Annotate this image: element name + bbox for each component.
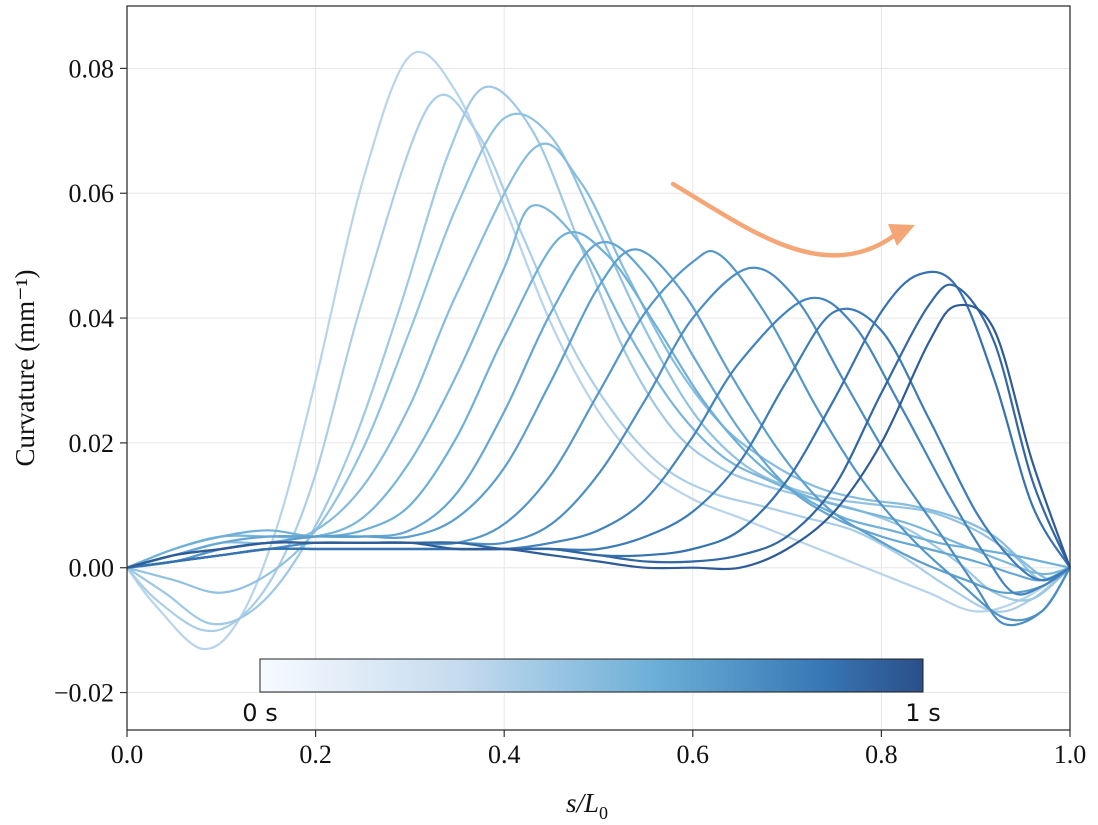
trend-arrow bbox=[670, 181, 915, 258]
x-tick-label-0: 0.0 bbox=[111, 740, 144, 769]
series-line-3 bbox=[126, 112, 1071, 594]
y-tick-label-4: 0.06 bbox=[69, 179, 115, 208]
series-line-2 bbox=[126, 85, 1071, 626]
y-tick-label-2: 0.02 bbox=[69, 429, 115, 458]
colorbar-gradient bbox=[259, 658, 924, 693]
colorbar-max-label: 1 s bbox=[905, 699, 940, 727]
y-axis: −0.02 0.00 0.02 0.04 0.06 0.08 bbox=[54, 54, 127, 708]
y-tick-label-1: 0.00 bbox=[69, 554, 115, 583]
series-line-7 bbox=[126, 240, 1071, 582]
series-line-8 bbox=[126, 248, 1071, 594]
x-axis-label: s/L0 bbox=[566, 788, 608, 823]
y-tick-label-5: 0.08 bbox=[69, 54, 115, 83]
series-line-10 bbox=[126, 266, 1071, 627]
grid bbox=[126, 6, 1071, 730]
x-axis-label-main: s/L bbox=[566, 788, 599, 818]
x-axis: 0.0 0.2 0.4 0.6 0.8 1.0 bbox=[111, 730, 1087, 769]
series-line-0 bbox=[126, 50, 1071, 651]
colorbar-min-label: 0 s bbox=[242, 699, 277, 727]
series-line-14 bbox=[126, 283, 1072, 569]
x-tick-label-1: 0.2 bbox=[299, 740, 332, 769]
x-tick-label-2: 0.4 bbox=[488, 740, 521, 769]
series-line-15 bbox=[126, 303, 1072, 571]
series-line-4 bbox=[126, 142, 1071, 582]
x-tick-label-4: 0.8 bbox=[865, 740, 898, 769]
colorbar: 0 s 1 s bbox=[242, 658, 941, 727]
series-lines bbox=[126, 50, 1072, 651]
x-tick-label-5: 1.0 bbox=[1054, 740, 1087, 769]
y-tick-label-0: −0.02 bbox=[54, 679, 114, 708]
y-axis-label: Curvature (mm⁻¹) bbox=[10, 269, 40, 466]
y-tick-label-3: 0.04 bbox=[69, 304, 115, 333]
plot-frame bbox=[126, 5, 1071, 731]
x-axis-label-subscript: 0 bbox=[599, 803, 608, 823]
x-tick-label-3: 0.6 bbox=[677, 740, 710, 769]
